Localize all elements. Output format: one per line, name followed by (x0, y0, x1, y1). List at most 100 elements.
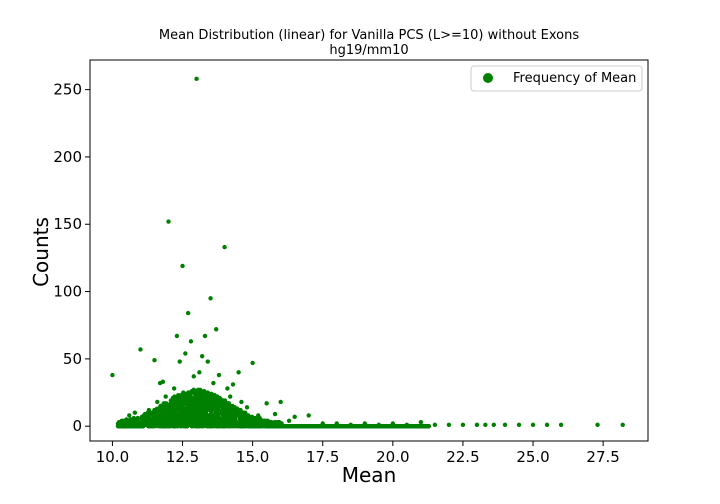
data-point (155, 399, 160, 405)
x-tick-label: 25.0 (516, 448, 549, 466)
y-tick-label: 50 (63, 350, 82, 368)
data-point (516, 422, 522, 428)
data-point (286, 418, 292, 424)
data-point (166, 219, 171, 224)
data-point (194, 76, 199, 82)
data-point (426, 423, 432, 429)
x-tick-label: 17.5 (306, 448, 339, 466)
x-tick-label: 27.5 (586, 448, 619, 466)
data-point (199, 353, 205, 359)
data-point (174, 333, 180, 339)
data-point (180, 263, 185, 269)
data-point (530, 422, 536, 428)
y-tick-label: 250 (53, 81, 82, 99)
data-point (334, 421, 339, 426)
data-point (502, 422, 508, 428)
data-point (163, 394, 168, 399)
data-point (460, 422, 466, 428)
data-point (169, 402, 174, 407)
legend-label: Frequency of Mean (513, 71, 636, 86)
data-point (202, 333, 208, 339)
chart-subtitle: hg19/mm10 (329, 43, 408, 58)
scatter-points (110, 76, 625, 429)
data-point (376, 422, 382, 428)
data-point (239, 399, 244, 405)
data-point (177, 359, 182, 364)
data-point (595, 422, 600, 428)
x-tick-label: 12.5 (166, 448, 199, 466)
data-point (127, 413, 132, 418)
data-point (115, 422, 121, 428)
y-tick-label: 150 (53, 215, 82, 233)
data-point (160, 379, 166, 384)
data-point (390, 421, 396, 426)
data-point (474, 422, 480, 428)
data-point (185, 310, 191, 316)
data-point (176, 393, 181, 398)
data-point (213, 327, 219, 332)
data-point (121, 422, 126, 428)
data-point (362, 421, 367, 426)
x-tick-label: 10.0 (96, 448, 129, 466)
data-point (146, 407, 152, 413)
data-point (320, 421, 325, 426)
data-point (222, 244, 227, 250)
data-point (152, 358, 157, 363)
y-tick-label: 200 (53, 148, 82, 166)
data-point (191, 374, 196, 379)
data-point (197, 370, 202, 375)
data-point (292, 414, 297, 419)
y-axis-label: Counts (29, 217, 53, 287)
data-point (306, 413, 311, 418)
data-point (446, 422, 452, 428)
data-point (205, 359, 210, 364)
y-tick-label: 100 (53, 283, 82, 301)
data-point (348, 422, 353, 428)
data-point (211, 380, 216, 386)
data-point (138, 347, 143, 352)
data-point (171, 386, 177, 391)
data-point (230, 382, 236, 387)
data-point (256, 413, 261, 418)
data-point (244, 405, 250, 410)
data-point (483, 422, 488, 428)
data-point (491, 422, 496, 428)
chart-title: Mean Distribution (linear) for Vanilla P… (159, 28, 579, 43)
data-point (143, 411, 149, 417)
data-point (183, 351, 188, 356)
data-point (238, 407, 243, 413)
data-point (264, 401, 269, 406)
data-point (620, 422, 625, 428)
data-point (208, 296, 213, 301)
data-point (418, 419, 424, 425)
data-point (432, 422, 438, 428)
data-point (558, 422, 564, 428)
data-point (236, 370, 241, 375)
data-point (135, 415, 140, 421)
data-point (272, 411, 278, 417)
y-axis-ticks: 0 50 100 150 200 250 (53, 81, 90, 435)
legend-box (470, 65, 643, 92)
data-point (216, 372, 222, 378)
x-tick-label: 22.5 (446, 448, 479, 466)
x-axis-ticks: 10.0 12.5 15.0 17.5 20.0 22.5 25.0 27.5 (96, 441, 620, 466)
data-point (278, 399, 283, 405)
data-point (228, 394, 233, 399)
legend-marker (483, 73, 493, 83)
legend: Frequency of Mean (470, 65, 643, 92)
data-point (250, 360, 255, 366)
data-point (404, 422, 410, 428)
data-point (141, 419, 146, 425)
y-tick-label: 0 (72, 417, 82, 435)
x-tick-label: 15.0 (236, 448, 269, 466)
x-tick-label: 20.0 (376, 448, 409, 466)
data-point (132, 410, 138, 415)
x-axis-label: Mean (342, 463, 397, 487)
data-point (124, 417, 129, 422)
data-point (225, 386, 230, 391)
data-point (110, 372, 115, 378)
data-point (544, 422, 550, 428)
data-point (129, 421, 135, 426)
plot-frame (89, 59, 649, 442)
